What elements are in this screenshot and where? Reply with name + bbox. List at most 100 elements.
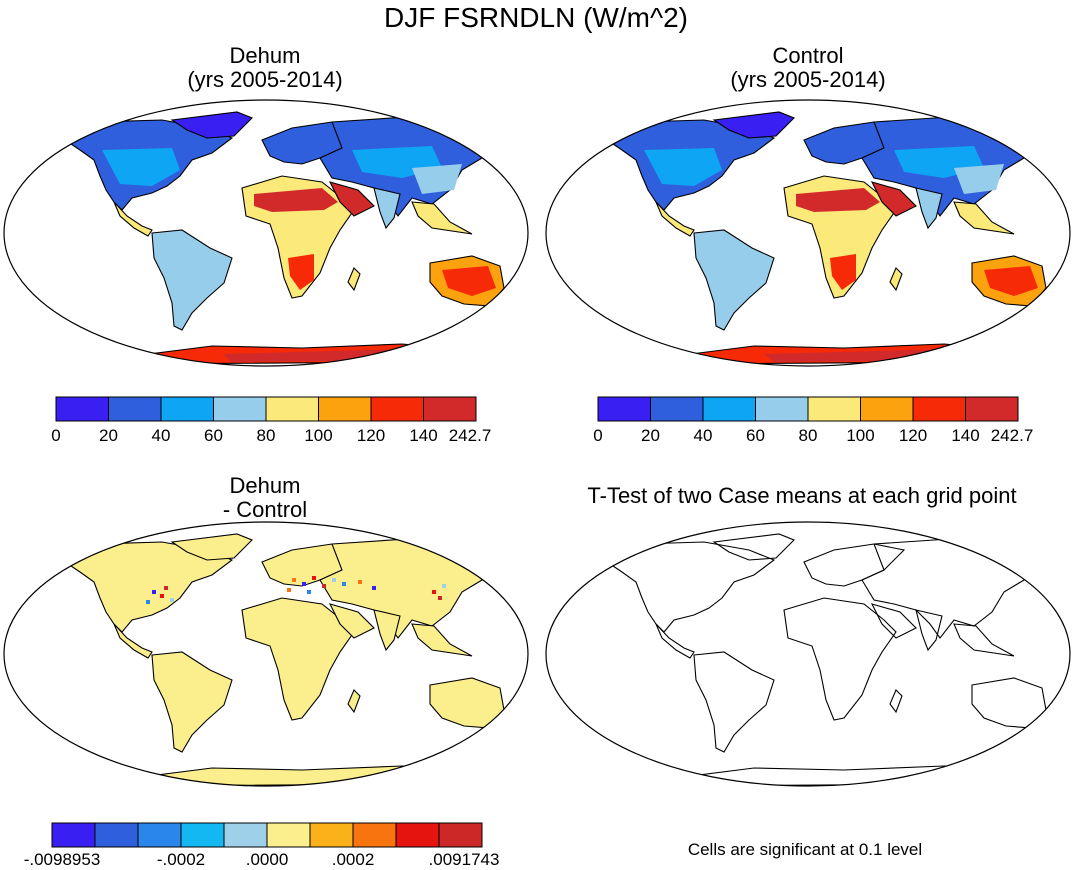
map-boundary	[3, 99, 529, 367]
landmass-samerica	[151, 229, 233, 331]
anomaly-cell	[322, 584, 326, 588]
colorbar-tick-label: 120	[356, 426, 386, 445]
anomaly-cell	[170, 598, 174, 602]
colorbar-diff-swatch	[94, 822, 139, 848]
anomaly-cell	[358, 580, 362, 584]
field-patch-1	[288, 254, 314, 290]
anomaly-cell	[160, 594, 164, 598]
colorbar-tick-label: 40	[693, 426, 713, 445]
colorbar-control	[597, 396, 1019, 422]
map-boundary	[545, 99, 1071, 367]
field-patch-2	[984, 266, 1038, 296]
map-control	[545, 99, 1071, 367]
colorbar-diff	[51, 822, 483, 848]
panel-title-dehum-line1: Dehum	[229, 43, 301, 68]
colorbar-dehum-swatch	[55, 396, 109, 422]
landmass-camerica	[655, 201, 695, 237]
anomaly-cell	[307, 590, 311, 594]
colorbar-tick-label: 20	[641, 426, 660, 445]
landmass-camerica	[113, 623, 153, 659]
landmass-india	[373, 609, 401, 652]
colorbar-tick-label: 80	[256, 426, 276, 445]
colorbar-tick-label: 40	[151, 426, 171, 445]
colorbar-dehum-labels: 0 20 40 60 80 100 120 140 242.7	[51, 426, 491, 446]
landmass-madagascar	[889, 267, 903, 292]
anomaly-cell	[342, 582, 346, 586]
colorbar-dehum-swatch	[213, 396, 267, 422]
colorbar-diff-swatch	[137, 822, 182, 848]
landmass-madagascar	[347, 267, 361, 292]
anomaly-cell	[152, 590, 156, 594]
field-patch-0	[796, 188, 880, 212]
colorbar-diff-swatch	[266, 822, 311, 848]
colorbar-tick-label: .0000	[245, 850, 289, 869]
colorbar-control-swatch	[860, 396, 914, 422]
landmass-seasia	[953, 201, 1015, 235]
landmass-arabia	[328, 603, 375, 639]
landmass-samerica	[693, 229, 775, 331]
landmass-greenland	[712, 533, 795, 561]
landmass-arabia	[328, 181, 375, 217]
panel-title-diff: Dehum - Control	[10, 474, 520, 522]
map-dehum	[3, 99, 529, 367]
colorbar-control-swatch	[597, 396, 651, 422]
landmass-camerica	[655, 623, 695, 659]
colorbar-tick-label: 140	[409, 426, 438, 445]
landmass-samerica	[693, 651, 775, 753]
field-patch-5	[102, 148, 180, 186]
anomaly-cell	[432, 590, 436, 594]
colorbar-tick-label: 100	[846, 426, 875, 445]
landmass-madagascar	[889, 689, 903, 714]
anomaly-cell	[438, 596, 442, 600]
colorbar-dehum	[55, 396, 477, 422]
anomaly-cell	[292, 578, 296, 582]
panel-title-diff-line1: Dehum	[229, 473, 301, 498]
significance-note: Cells are significant at 0.1 level	[687, 840, 923, 859]
colorbar-control-labels: 0 20 40 60 80 100 120 140 242.7	[593, 426, 1033, 446]
colorbar-diff-swatch	[51, 822, 96, 848]
landmass-seasia	[953, 623, 1015, 657]
colorbar-tick-label: 0	[51, 426, 61, 445]
field-patch-6	[412, 164, 462, 194]
landmass-antarctica	[643, 765, 1015, 786]
colorbar-dehum-swatch	[108, 396, 162, 422]
colorbar-tick-label: 100	[304, 426, 333, 445]
landmass-india	[915, 187, 943, 230]
landmass-arabia	[870, 603, 917, 639]
anomaly-cell	[146, 600, 150, 604]
panel-title-ttest-line1: T-Test of two Case means at each grid po…	[587, 483, 1017, 508]
anomaly-cell	[442, 584, 446, 588]
anomaly-cell	[164, 586, 168, 590]
anomaly-cell	[372, 586, 376, 590]
colorbar-diff-labels: -.0098953 -.0002 .0000 .0002 .0091743	[24, 850, 500, 870]
anomaly-cell	[287, 588, 291, 592]
colorbar-tick-label: -.0002	[156, 850, 206, 869]
colorbar-tick-label: .0002	[331, 850, 375, 869]
panel-title-control-line2: (yrs 2005-2014)	[730, 67, 886, 92]
landmass-africa	[783, 597, 897, 721]
colorbar-diff-swatch	[223, 822, 268, 848]
anomaly-cell	[312, 576, 316, 580]
colorbar-tick-label: 80	[798, 426, 818, 445]
colorbar-diff-swatch	[180, 822, 225, 848]
landmass-asia	[861, 537, 1061, 639]
colorbar-diff-swatch	[309, 822, 354, 848]
field-patch-1	[830, 254, 856, 290]
panel-title-control: Control (yrs 2005-2014)	[552, 44, 1064, 92]
field-patch-5	[644, 148, 722, 186]
colorbar-control-swatch	[755, 396, 809, 422]
colorbar-tick-label: 60	[204, 426, 223, 445]
colorbar-control-swatch	[807, 396, 861, 422]
colorbar-control-swatch	[650, 396, 704, 422]
colorbar-diff-swatch	[438, 822, 483, 848]
colorbar-dehum-swatch	[318, 396, 372, 422]
field-patch-6	[954, 164, 1004, 194]
map-boundary	[3, 521, 529, 787]
colorbar-tick-label: 242.7	[448, 426, 492, 445]
landmass-samerica	[151, 651, 233, 753]
field-patch-2	[442, 266, 496, 296]
colorbar-control-swatch	[965, 396, 1019, 422]
landmass-madagascar	[347, 689, 361, 714]
landmass-india	[915, 609, 943, 652]
colorbar-tick-label: 140	[951, 426, 980, 445]
